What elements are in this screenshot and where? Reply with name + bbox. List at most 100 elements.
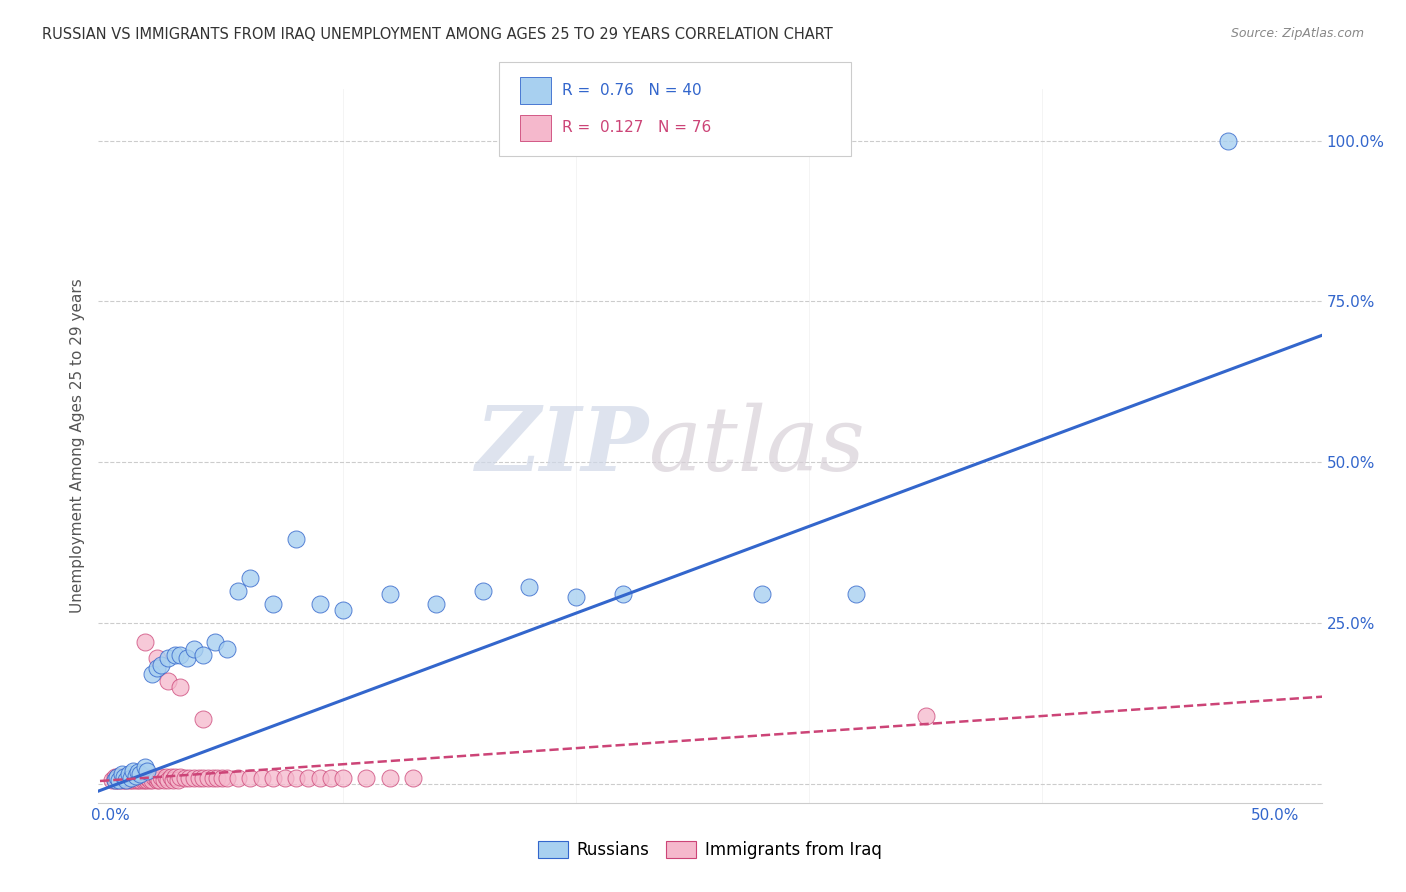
Text: atlas: atlas <box>650 402 865 490</box>
Point <box>127 770 149 784</box>
Point <box>129 773 152 788</box>
Point <box>845 587 868 601</box>
Point <box>1218 134 1240 148</box>
Point <box>250 772 273 786</box>
Point <box>332 603 354 617</box>
Point <box>169 648 191 662</box>
Point <box>239 571 262 585</box>
Point <box>131 770 153 784</box>
Point <box>105 770 128 784</box>
Point <box>104 773 127 788</box>
Point <box>115 773 138 788</box>
Point <box>187 772 209 786</box>
Point <box>308 772 330 786</box>
Point <box>215 641 238 656</box>
Point <box>125 769 148 783</box>
Point <box>136 764 159 778</box>
Point <box>115 773 138 788</box>
Point <box>155 770 177 784</box>
Point <box>914 709 936 723</box>
Point <box>134 773 156 788</box>
Point <box>125 773 148 788</box>
Point <box>402 772 425 786</box>
Text: R =  0.76   N = 40: R = 0.76 N = 40 <box>562 83 702 98</box>
Point <box>285 772 308 786</box>
Point <box>179 772 201 786</box>
Point <box>173 772 195 786</box>
Point <box>145 651 167 665</box>
Point <box>150 657 173 672</box>
Point <box>108 773 131 788</box>
Point <box>201 772 224 786</box>
Point <box>308 597 330 611</box>
Point <box>134 760 156 774</box>
Point <box>115 770 138 784</box>
Point <box>122 764 145 778</box>
Point <box>127 773 149 788</box>
Point <box>165 770 187 784</box>
Point <box>425 597 447 611</box>
Text: Source: ZipAtlas.com: Source: ZipAtlas.com <box>1230 27 1364 40</box>
Point <box>176 651 198 665</box>
Point <box>111 770 134 784</box>
Text: ZIP: ZIP <box>475 403 650 489</box>
Point <box>129 770 152 784</box>
Point <box>120 772 142 786</box>
Point <box>141 770 163 784</box>
Point <box>285 533 308 547</box>
Point <box>378 772 401 786</box>
Point <box>112 770 135 784</box>
Point <box>226 583 249 598</box>
Point <box>118 767 141 781</box>
Point <box>193 648 215 662</box>
Point <box>120 773 142 788</box>
Point <box>104 773 127 788</box>
Point <box>134 635 156 649</box>
Point <box>134 770 156 784</box>
Point <box>519 581 541 595</box>
Point <box>169 680 191 694</box>
Point <box>356 772 378 786</box>
Point <box>111 773 134 788</box>
Point <box>118 770 141 784</box>
Point <box>193 772 215 786</box>
Point <box>157 651 180 665</box>
Point <box>378 587 401 601</box>
Point <box>204 635 226 649</box>
Point <box>166 773 188 788</box>
Point <box>108 770 131 784</box>
Legend: Russians, Immigrants from Iraq: Russians, Immigrants from Iraq <box>531 834 889 866</box>
Point <box>145 770 167 784</box>
Point <box>169 770 191 784</box>
Point <box>108 773 131 788</box>
Point <box>125 770 148 784</box>
Point <box>145 661 167 675</box>
Point <box>118 773 141 788</box>
Point <box>122 773 145 788</box>
Point <box>751 587 773 601</box>
Point <box>211 772 233 786</box>
Point <box>183 641 205 656</box>
Point <box>162 773 184 788</box>
Point <box>262 772 284 786</box>
Point <box>143 770 166 784</box>
Point <box>141 667 163 681</box>
Point <box>152 773 174 788</box>
Point <box>193 712 215 726</box>
Point <box>239 772 262 786</box>
Point <box>112 770 135 784</box>
Y-axis label: Unemployment Among Ages 25 to 29 years: Unemployment Among Ages 25 to 29 years <box>70 278 86 614</box>
Point <box>197 772 219 786</box>
Point <box>565 590 588 604</box>
Point <box>101 773 124 788</box>
Point <box>122 770 145 784</box>
Point <box>165 648 187 662</box>
Point <box>112 773 135 788</box>
Point <box>183 772 205 786</box>
Point <box>111 767 134 781</box>
Point <box>471 583 494 598</box>
Point <box>297 772 319 786</box>
Point <box>157 773 180 788</box>
Point <box>262 597 284 611</box>
Point <box>150 770 173 784</box>
